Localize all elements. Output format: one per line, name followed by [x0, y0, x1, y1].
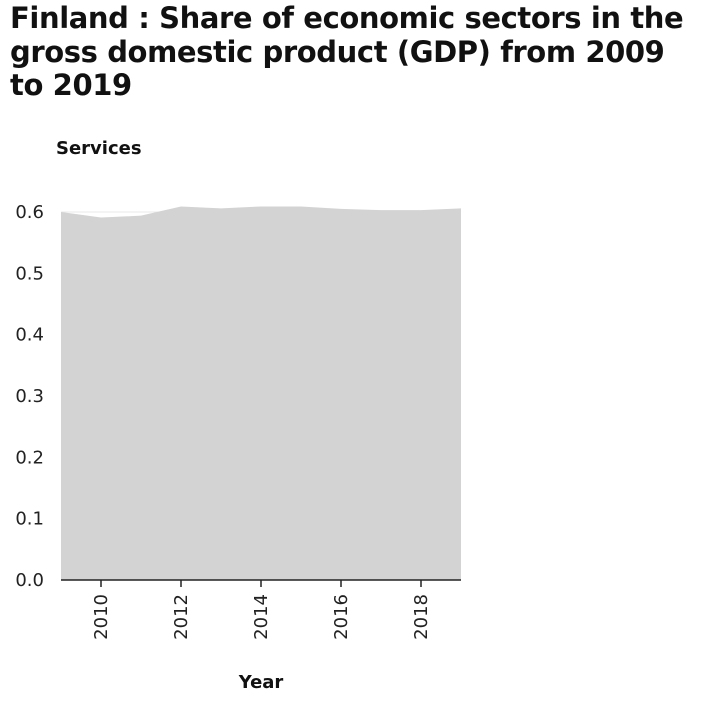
x-tick-label: 2016 [331, 594, 352, 640]
y-tick-label: 0.2 [15, 447, 44, 468]
x-tick-label: 2014 [251, 594, 272, 640]
y-tick-label: 0.1 [15, 509, 44, 530]
x-axis-ticks: 2010 2012 2014 2016 2018 [91, 580, 432, 640]
y-axis-ticks: 0.0 0.1 0.2 0.3 0.4 0.5 0.6 [15, 202, 44, 591]
x-tick-label: 2018 [411, 594, 432, 640]
y-tick-label: 0.0 [15, 570, 44, 591]
y-tick-label: 0.6 [15, 202, 44, 223]
y-tick-label: 0.4 [15, 325, 44, 346]
x-tick-label: 2010 [91, 594, 112, 640]
chart-title: Finland : Share of economic sectors in t… [10, 1, 684, 103]
y-tick-label: 0.5 [15, 263, 44, 284]
series-area-services [61, 206, 461, 581]
x-axis-label: Year [238, 672, 284, 693]
x-tick-label: 2012 [171, 594, 192, 640]
y-axis-label: Services [56, 138, 142, 159]
y-tick-label: 0.3 [15, 386, 44, 407]
